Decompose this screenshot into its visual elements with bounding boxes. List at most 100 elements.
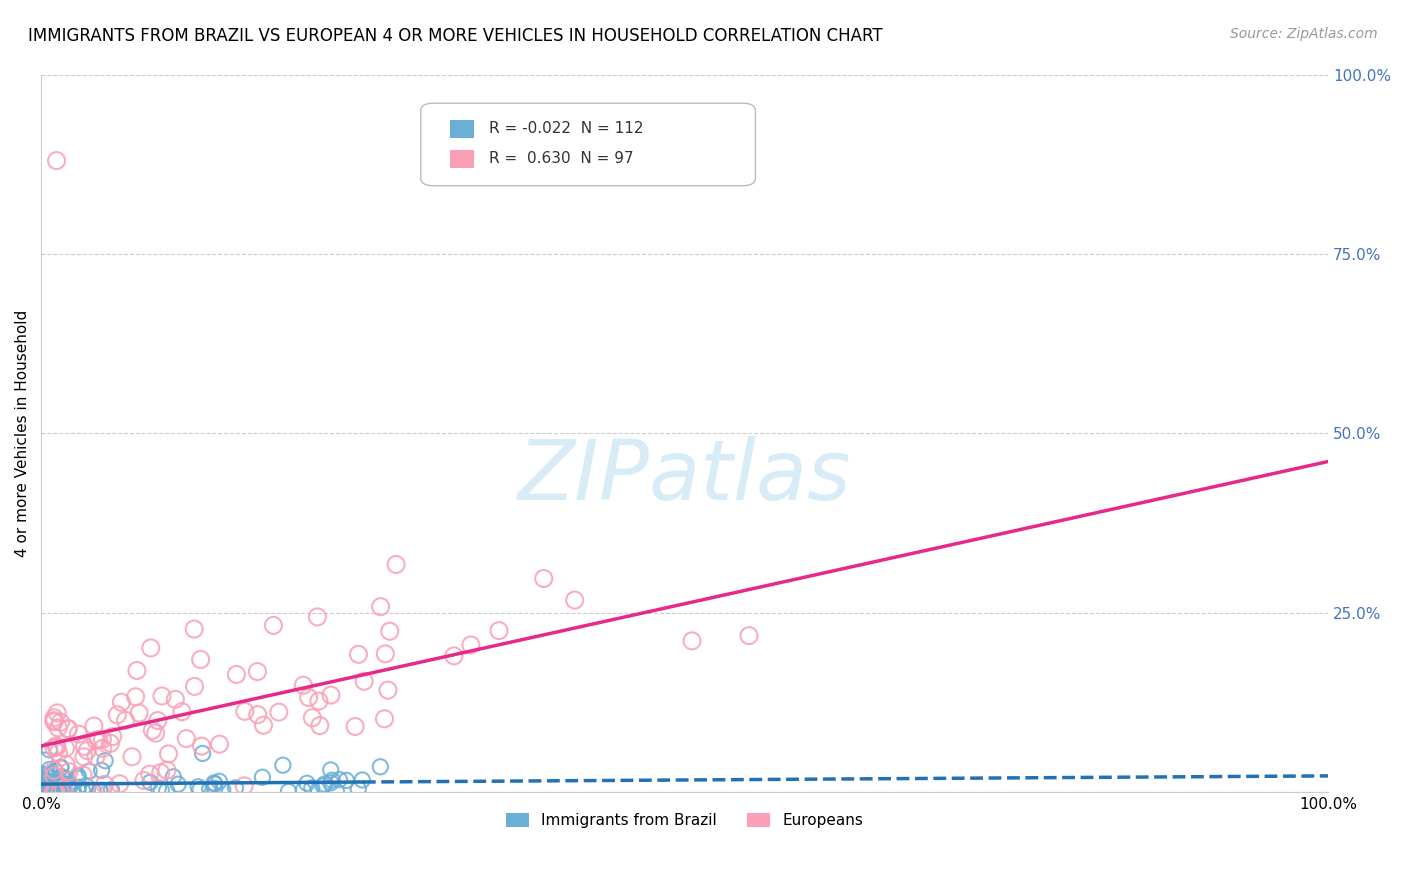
Point [202, 776, 225, 790]
Point [39, 781, 62, 796]
Point [35, 783, 58, 797]
Point [149, 765, 172, 780]
Point [42, 711, 65, 725]
Point [52, 784, 75, 798]
Point [204, 777, 226, 791]
Point [42, 714, 65, 729]
Point [347, 782, 370, 797]
Point [373, 712, 395, 726]
Point [38, 777, 60, 791]
Point [34, 780, 56, 794]
Point [38, 743, 60, 757]
Point [233, 779, 256, 793]
Point [352, 772, 374, 787]
Point [301, 711, 323, 725]
Point [93, 777, 115, 791]
Point [246, 665, 269, 679]
Point [42, 782, 65, 797]
Point [91, 741, 114, 756]
Point [67, 727, 90, 741]
Point [46, 739, 69, 754]
Point [49, 761, 72, 775]
Point [42, 769, 65, 783]
Point [42, 784, 65, 798]
Point [319, 776, 342, 790]
Point [31, 785, 53, 799]
Point [183, 680, 205, 694]
Point [139, 775, 162, 789]
Point [91, 784, 114, 798]
Legend: Immigrants from Brazil, Europeans: Immigrants from Brazil, Europeans [499, 807, 869, 835]
Point [46, 783, 69, 797]
Point [48, 785, 70, 799]
Point [73, 749, 96, 764]
Point [298, 690, 321, 705]
Point [84, 749, 107, 764]
Point [42, 774, 65, 789]
Point [46, 721, 69, 735]
Point [39, 774, 62, 789]
Point [31, 767, 53, 781]
Point [370, 599, 392, 614]
Point [321, 773, 343, 788]
Point [42, 763, 65, 777]
Text: ZIPatlas: ZIPatlas [517, 436, 852, 516]
Point [41, 782, 63, 797]
Point [335, 773, 357, 788]
Point [443, 648, 465, 663]
Point [49, 784, 72, 798]
Point [41, 775, 63, 789]
Point [56, 722, 79, 736]
Point [48, 783, 70, 797]
Point [46, 778, 69, 792]
Point [45, 739, 67, 753]
Text: IMMIGRANTS FROM BRAZIL VS EUROPEAN 4 OR MORE VEHICLES IN HOUSEHOLD CORRELATION C: IMMIGRANTS FROM BRAZIL VS EUROPEAN 4 OR … [28, 27, 883, 45]
Point [308, 718, 330, 732]
Point [167, 777, 190, 791]
Point [271, 758, 294, 772]
Point [37, 785, 59, 799]
Point [681, 633, 703, 648]
Point [328, 772, 350, 787]
Point [46, 706, 69, 720]
Point [211, 783, 233, 797]
Point [125, 664, 148, 678]
Point [41, 778, 63, 792]
Point [98, 784, 121, 798]
Point [156, 763, 179, 777]
Point [89, 784, 111, 798]
Point [41, 782, 63, 797]
Point [377, 683, 399, 698]
Point [83, 719, 105, 733]
Point [49, 782, 72, 797]
Point [32, 785, 55, 799]
Point [94, 754, 117, 768]
Text: R = -0.022  N = 112: R = -0.022 N = 112 [489, 121, 644, 136]
Point [385, 558, 408, 572]
Point [55, 741, 77, 756]
Y-axis label: 4 or more Vehicles in Household: 4 or more Vehicles in Household [15, 310, 30, 557]
Point [262, 618, 284, 632]
Point [38, 768, 60, 782]
Point [148, 780, 170, 795]
Point [344, 719, 367, 733]
Point [564, 593, 586, 607]
Text: Source: ZipAtlas.com: Source: ZipAtlas.com [1230, 27, 1378, 41]
Text: R =  0.630  N = 97: R = 0.630 N = 97 [489, 152, 634, 166]
Point [34, 753, 56, 767]
Point [208, 737, 231, 751]
Point [37, 780, 59, 794]
Point [208, 774, 231, 789]
FancyBboxPatch shape [450, 150, 474, 168]
Point [110, 695, 132, 709]
Point [157, 747, 180, 761]
Point [38, 763, 60, 777]
Point [77, 764, 100, 779]
Point [190, 652, 212, 666]
Point [325, 784, 347, 798]
Point [146, 714, 169, 728]
Point [100, 782, 122, 797]
Point [277, 784, 299, 798]
Point [72, 768, 94, 782]
Point [190, 739, 212, 754]
